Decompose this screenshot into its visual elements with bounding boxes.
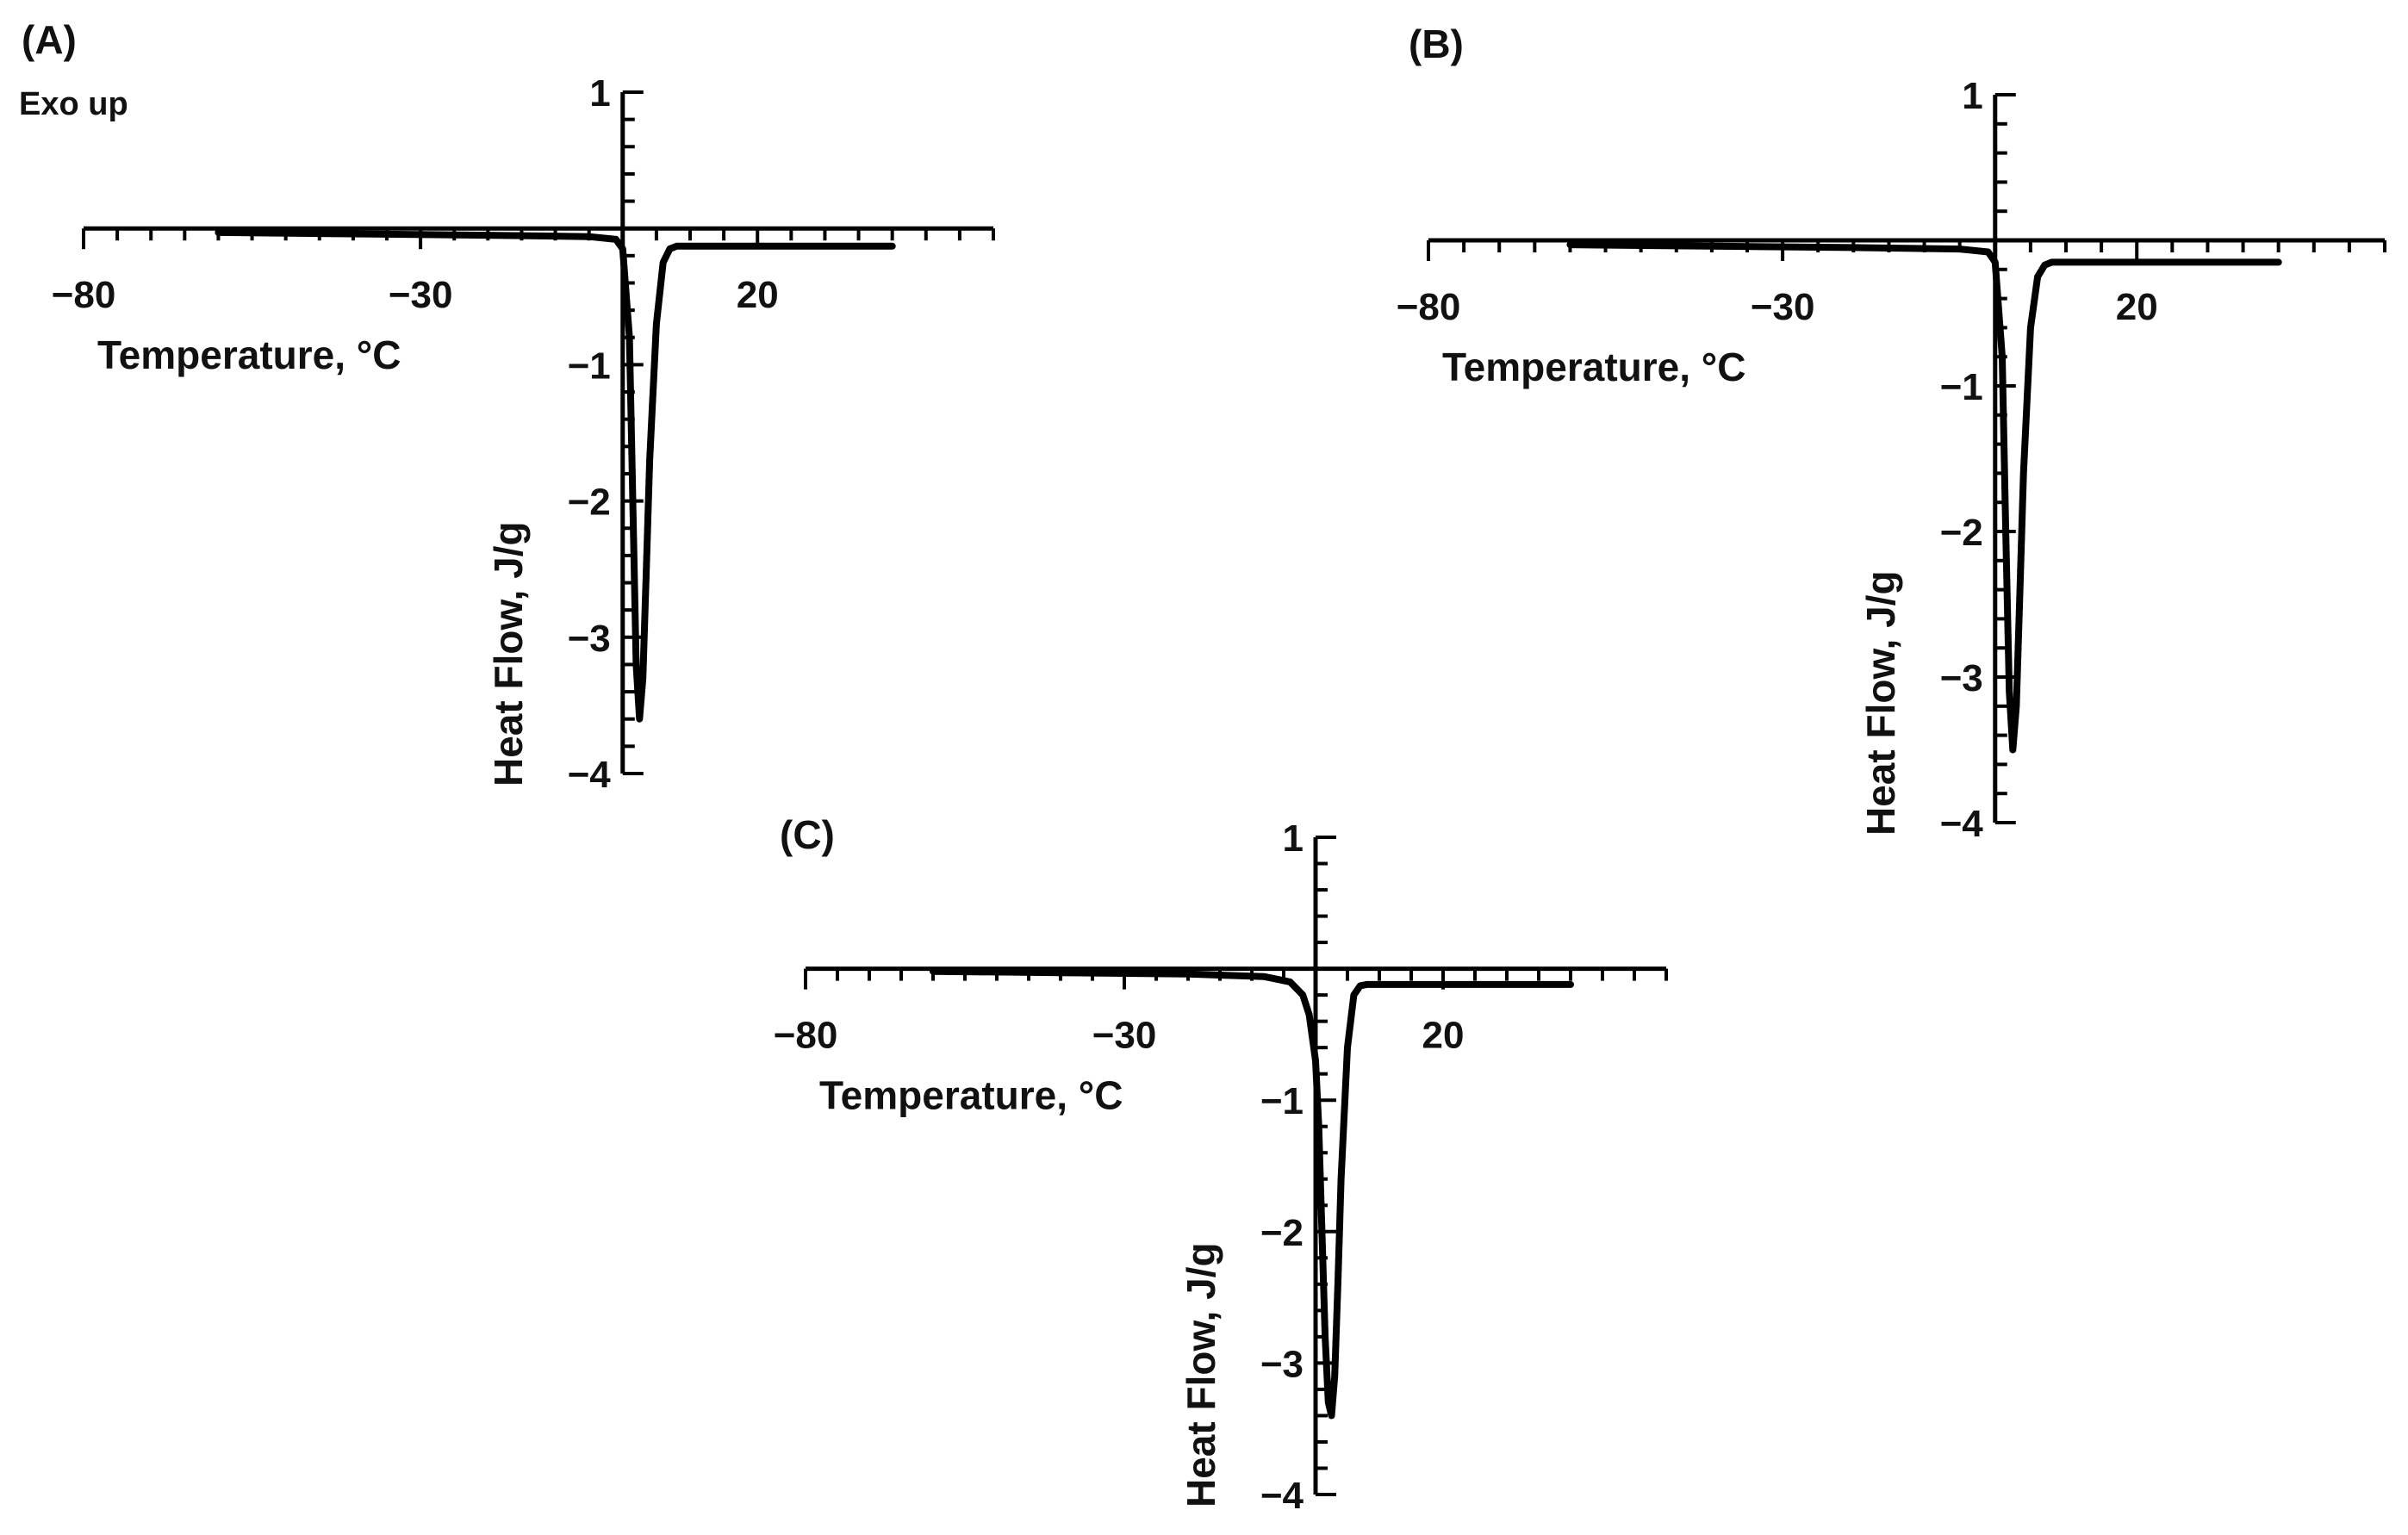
y-tick-label: −4 — [1260, 1475, 1304, 1517]
heat-flow-series-1 — [215, 228, 896, 723]
panel-2: (B) −80 −30 20 1 −1 −2 −3 −4 Temperature, °C Heat … — [1397, 22, 2386, 845]
panel-3: (C) −80 −30 20 1 −1 −2 −3 −4 Temperature, °C Heat … — [774, 812, 1668, 1517]
x-tick-label: −80 — [774, 1015, 838, 1057]
heat-flow-series-1 — [1566, 241, 2282, 754]
x-tick-label: −80 — [52, 274, 116, 316]
y-tick-label: −2 — [1940, 512, 1983, 554]
y-tick-label: −4 — [1940, 803, 1984, 845]
y-axis-title: Heat Flow, J/g — [486, 521, 531, 786]
x-tick-label: 20 — [1422, 1015, 1465, 1057]
x-axis-title: Temperature, °C — [819, 1073, 1123, 1118]
y-tick-label: −1 — [568, 345, 611, 387]
panel-label: (C) — [780, 812, 835, 857]
y-axis-title: Heat Flow, J/g — [1179, 1242, 1223, 1507]
y-tick-label: −2 — [568, 482, 611, 524]
x-tick-label: −30 — [1751, 286, 1815, 328]
y-tick-label: 1 — [1283, 817, 1304, 860]
panel-1: (A) −80 −30 20 1 −1 −2 −3 −4 Temperature, °C Heat … — [22, 17, 995, 796]
x-tick-label: −30 — [1092, 1015, 1157, 1057]
x-tick-label: −30 — [389, 274, 453, 316]
y-tick-label: 1 — [589, 72, 610, 115]
y-axis-title: Heat Flow, J/g — [1858, 570, 1903, 836]
y-tick-label: −3 — [1260, 1343, 1304, 1385]
panel-label: (A) — [22, 17, 77, 62]
x-tick-label: −80 — [1397, 286, 1461, 328]
heat-flow-series-1 — [930, 967, 1574, 1420]
y-tick-label: −3 — [568, 618, 611, 660]
y-tick-label: −4 — [568, 754, 612, 796]
y-tick-label: −3 — [1940, 657, 1983, 699]
x-axis-title: Temperature, °C — [97, 332, 401, 377]
panel-label: (B) — [1409, 22, 1464, 66]
x-tick-label: 20 — [737, 274, 779, 316]
y-tick-label: 1 — [1962, 75, 1982, 117]
y-tick-label: −1 — [1260, 1080, 1304, 1122]
y-tick-label: −2 — [1260, 1212, 1304, 1254]
x-tick-label: 20 — [2116, 286, 2158, 328]
exo-up-note: Exo up — [19, 86, 128, 122]
y-tick-label: −1 — [1940, 366, 1983, 408]
x-axis-title: Temperature, °C — [1442, 345, 1745, 389]
dsc-panels: (A) −80 −30 20 1 −1 −2 −3 −4 Temperature, °C Heat … — [22, 17, 2386, 1517]
